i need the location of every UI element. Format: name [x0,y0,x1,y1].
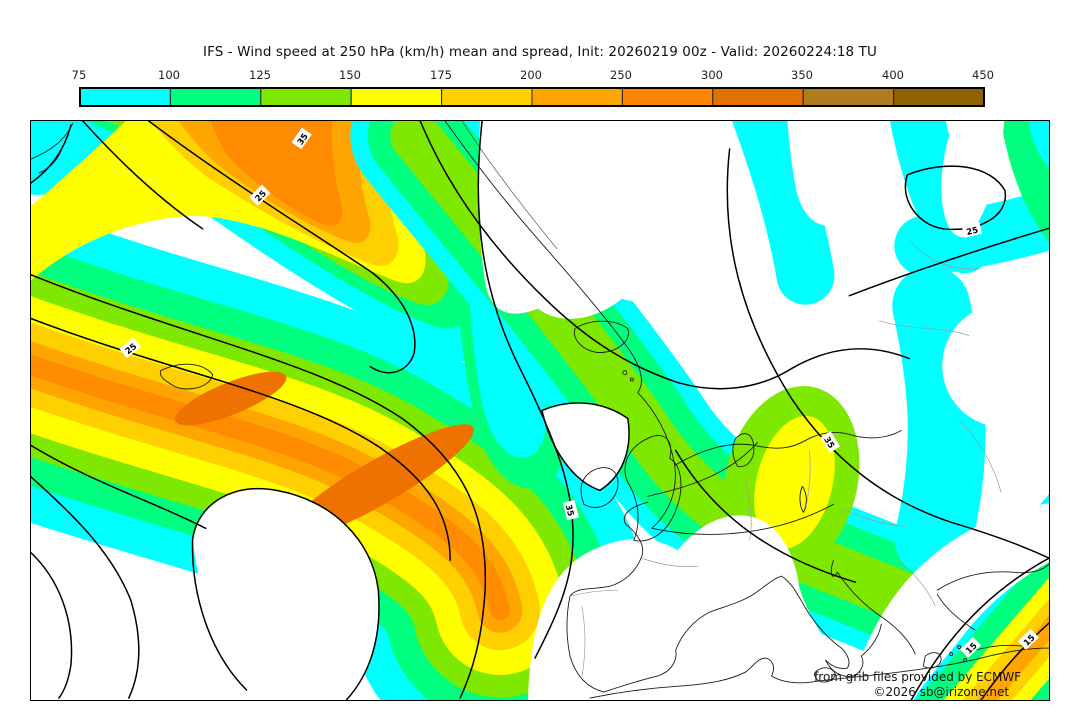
scale-segment [169,87,262,107]
color-scale [79,87,985,107]
scale-tick-label: 150 [339,68,361,82]
scale-segment [441,87,533,107]
scale-segment [350,87,443,107]
scale-segment [712,87,804,107]
scale-tick-label: 75 [71,68,87,82]
scale-segment [79,87,171,107]
scale-segment [893,87,985,107]
contour-label: 25 [965,225,979,238]
scale-tick-label: 350 [791,68,813,82]
scale-tick-label: 300 [701,68,723,82]
scale-segment [531,87,623,107]
attribution-ecmwf: from grib files provided by ECMWF [814,670,1021,684]
scale-tick-label: 450 [972,68,994,82]
weather-map-canvas: 25 25 35 25 35 35 15 15 from grib files … [31,121,1049,700]
scale-tick-label: 400 [882,68,904,82]
scale-tick-label: 250 [610,68,632,82]
scale-tick-label: 100 [158,68,180,82]
scale-frame [79,87,985,107]
calm-areas [192,121,1049,700]
scale-tick-label: 125 [249,68,271,82]
chart-title: IFS - Wind speed at 250 hPa (km/h) mean … [203,44,877,60]
scale-segment [802,87,895,107]
weather-map: 25 25 35 25 35 35 15 15 from grib files … [30,120,1050,701]
scale-tick-label: 200 [520,68,542,82]
contour-labels: 25 25 35 25 35 35 15 15 [119,127,1039,658]
attribution-copyright: ©2026 sb@irizone.net [873,685,1009,699]
scale-tick-label: 175 [430,68,452,82]
scale-segment [260,87,352,107]
scale-segment [621,87,714,107]
contour-label: 35 [564,503,577,517]
contour-lines [31,121,1049,700]
